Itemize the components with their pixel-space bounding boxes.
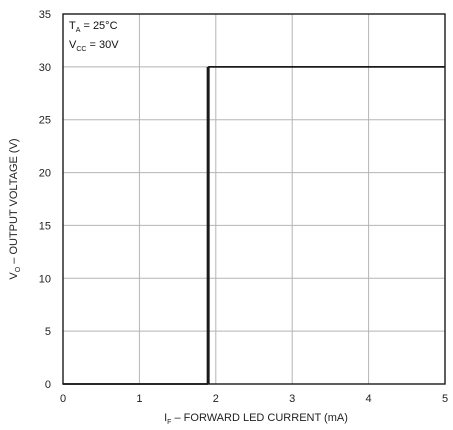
y-tick-label: 25 bbox=[39, 115, 51, 127]
x-tick-label: 5 bbox=[442, 393, 448, 405]
x-axis-title-sub: F bbox=[167, 419, 171, 426]
annotation-vcc-rest: = 30V bbox=[86, 39, 119, 51]
y-tick-label: 15 bbox=[39, 220, 51, 232]
x-axis-title: IF – FORWARD LED CURRENT (mA) bbox=[164, 412, 348, 426]
x-tick-label: 4 bbox=[366, 393, 372, 405]
x-tick-label: 3 bbox=[289, 393, 295, 405]
y-axis-title: VO – OUTPUT VOLTAGE (V) bbox=[8, 138, 22, 279]
x-axis-title-rest: – FORWARD LED CURRENT (mA) bbox=[171, 412, 347, 424]
annotation-ta-rest: = 25°C bbox=[80, 20, 117, 32]
grid-layer bbox=[63, 14, 445, 384]
y-tick-label: 5 bbox=[45, 326, 51, 338]
y-axis-title-sub: O bbox=[15, 266, 22, 272]
annotation-vcc-main: V bbox=[69, 39, 77, 51]
y-tick-label: 20 bbox=[39, 168, 51, 180]
annotation-vcc-sub: CC bbox=[76, 46, 86, 53]
x-tick-label: 1 bbox=[136, 393, 142, 405]
annotation-supply-voltage: VCC = 30V bbox=[69, 39, 119, 53]
plot-frame bbox=[62, 13, 446, 385]
x-tick-label: 2 bbox=[213, 393, 219, 405]
y-axis-title-rest: – OUTPUT VOLTAGE (V) bbox=[8, 138, 20, 266]
y-tick-label: 0 bbox=[45, 379, 51, 391]
annotation-ta-sub: A bbox=[76, 27, 81, 34]
y-tick-label: 30 bbox=[39, 62, 51, 74]
y-tick-labels: 0 5 10 15 20 25 30 35 bbox=[39, 9, 51, 391]
annotation-ta-main: T bbox=[69, 20, 76, 32]
y-axis-title-main: V bbox=[8, 272, 20, 280]
x-tick-labels: 0 1 2 3 4 5 bbox=[60, 393, 448, 405]
annotation-ambient-temperature: TA = 25°C bbox=[69, 20, 118, 34]
y-tick-label: 10 bbox=[39, 273, 51, 285]
x-axis-title-main: I bbox=[164, 412, 167, 424]
y-tick-label: 35 bbox=[39, 9, 51, 21]
x-tick-label: 0 bbox=[60, 393, 66, 405]
